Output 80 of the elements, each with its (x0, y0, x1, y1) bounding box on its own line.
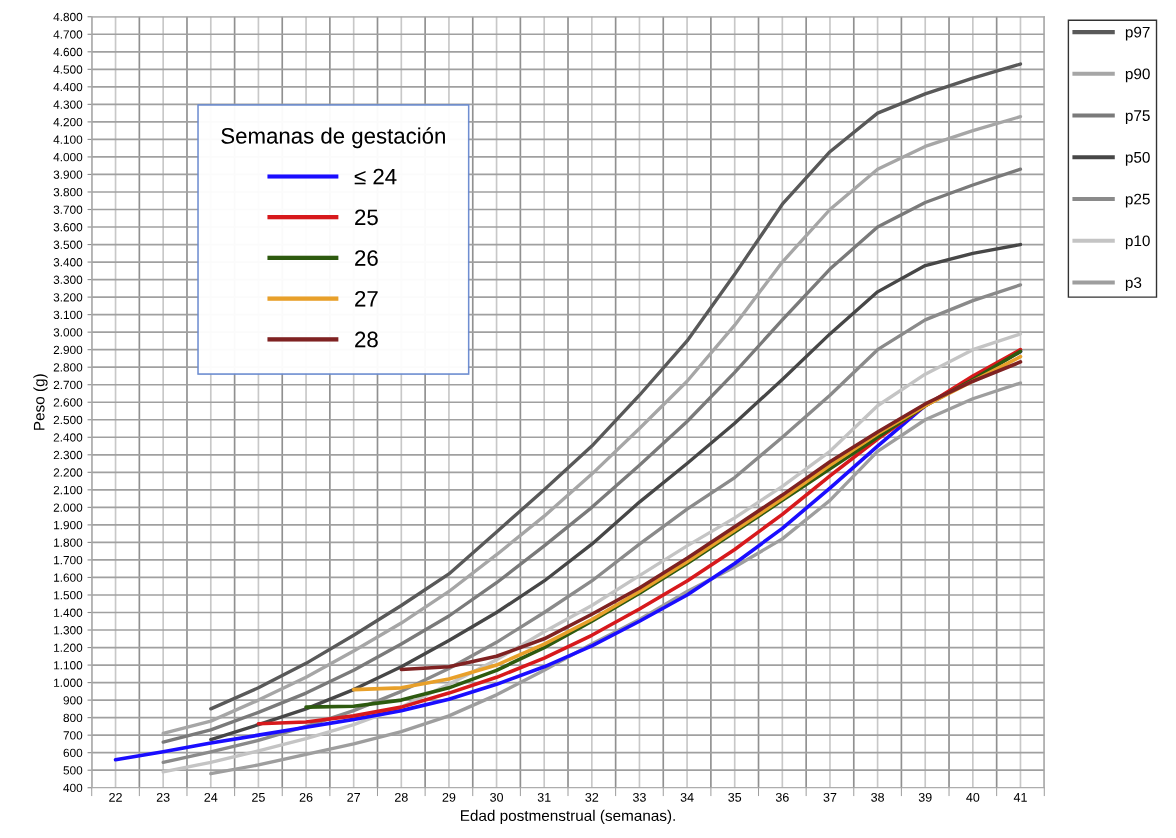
y-tick-label: 3.400 (53, 258, 83, 267)
y-tick-label: 1.400 (54, 608, 83, 617)
y-tick-label: 4.000 (53, 152, 83, 162)
x-tick-label: 29 (442, 792, 456, 802)
x-tick-label: 38 (871, 792, 884, 802)
y-tick-label: 2.700 (53, 380, 83, 390)
y-tick-label: 3.900 (53, 170, 83, 179)
y-tick-label: 4.800 (53, 12, 83, 22)
y-tick-label: 3.000 (53, 328, 83, 337)
x-tick-label: 28 (394, 792, 408, 802)
x-tick-label: 26 (299, 792, 313, 802)
y-tick-label: 4.300 (53, 100, 83, 109)
x-tick-label: 33 (632, 792, 646, 802)
x-axis-title: Edad postmenstrual (semanas). (461, 809, 675, 825)
y-tick-label: 1.100 (54, 661, 83, 670)
y-tick-label: 1.800 (54, 538, 83, 547)
y-axis-title: Peso (g) (33, 374, 48, 430)
x-tick-label: 30 (490, 792, 504, 802)
x-tick-label: 35 (728, 792, 742, 802)
legend-label: p50 (1125, 151, 1150, 166)
y-tick-label: 1.300 (54, 626, 83, 635)
y-tick-label: 1.500 (54, 591, 83, 600)
y-tick-label: 2.100 (53, 485, 83, 495)
y-tick-label: 4.500 (53, 65, 83, 74)
y-tick-label: 3.500 (53, 240, 83, 249)
legend-label: ≤ 24 (354, 168, 397, 185)
y-tick-label: 800 (63, 713, 83, 723)
legend-label: p25 (1125, 193, 1150, 208)
y-tick-label: 700 (63, 731, 83, 740)
x-tick-label: 31 (537, 792, 551, 802)
x-tick-label: 37 (823, 792, 837, 802)
y-tick-label: 2.200 (53, 468, 83, 477)
y-tick-label: 3.800 (53, 188, 83, 197)
legend-label: 25 (355, 209, 378, 226)
legend-label: 28 (355, 331, 378, 348)
y-tick-label: 4.100 (53, 135, 83, 144)
x-tick-label: 22 (109, 792, 122, 802)
legend-label: 26 (355, 250, 378, 266)
y-tick-label: 1.700 (54, 555, 83, 565)
y-tick-label: 1.900 (54, 520, 83, 530)
y-tick-label: 3.300 (53, 275, 83, 284)
y-tick-label: 2.900 (53, 345, 83, 355)
legend-label: p97 (1125, 26, 1150, 41)
y-tick-label: 2.000 (53, 503, 83, 512)
x-tick-label: 34 (680, 792, 694, 802)
y-tick-label: 400 (63, 783, 83, 793)
y-tick-label: 4.600 (53, 47, 83, 57)
x-tick-label: 27 (347, 792, 361, 802)
x-tick-label: 23 (156, 792, 170, 802)
legend-label: p90 (1125, 68, 1150, 83)
y-tick-label: 1.000 (54, 678, 83, 687)
x-tick-label: 36 (775, 792, 789, 802)
y-tick-label: 2.800 (53, 363, 83, 372)
legend-label: p75 (1125, 110, 1150, 125)
y-tick-label: 3.100 (53, 310, 83, 320)
y-tick-label: 2.400 (53, 433, 83, 442)
y-tick-label: 2.600 (53, 398, 83, 407)
x-tick-label: 25 (252, 792, 265, 802)
y-tick-label: 3.200 (53, 293, 83, 302)
x-tick-label: 40 (966, 792, 980, 802)
y-tick-label: 3.700 (53, 205, 83, 214)
y-tick-label: 500 (63, 766, 83, 775)
legend-label: 27 (355, 290, 378, 307)
legend-title: Semanas de gestación (221, 127, 445, 149)
y-tick-label: 4.700 (53, 30, 83, 39)
y-tick-label: 600 (63, 748, 83, 758)
legend-label: p10 (1125, 235, 1150, 250)
y-tick-label: 4.400 (53, 82, 83, 92)
y-tick-label: 4.200 (53, 117, 83, 127)
y-tick-label: 3.600 (53, 223, 83, 232)
y-tick-label: 2.500 (53, 415, 83, 425)
x-tick-label: 32 (585, 792, 599, 802)
y-tick-label: 1.600 (54, 573, 83, 582)
y-tick-label: 1.200 (54, 643, 83, 652)
x-tick-label: 24 (204, 792, 218, 802)
y-tick-label: 2.300 (53, 450, 83, 460)
x-tick-label: 39 (918, 792, 932, 802)
x-tick-label: 41 (1013, 793, 1027, 802)
legend-label: p3 (1125, 277, 1142, 292)
y-tick-label: 900 (63, 696, 83, 705)
